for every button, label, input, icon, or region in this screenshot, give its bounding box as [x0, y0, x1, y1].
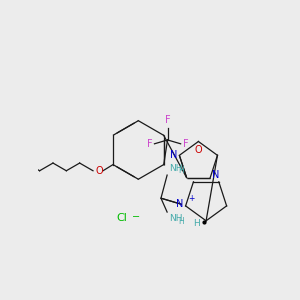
Text: N: N [170, 150, 178, 160]
Text: Cl: Cl [116, 214, 127, 224]
Text: H: H [179, 166, 184, 175]
Text: +: + [189, 194, 195, 203]
Text: O: O [95, 166, 103, 176]
Text: N: N [176, 199, 183, 208]
Text: NH: NH [169, 164, 182, 173]
Text: F: F [183, 139, 189, 149]
Text: F: F [165, 115, 170, 124]
Text: −: − [132, 212, 140, 222]
Text: N: N [212, 169, 219, 180]
Text: H: H [193, 219, 200, 228]
Text: O: O [195, 145, 202, 155]
Text: NH: NH [169, 214, 182, 224]
Text: F: F [146, 139, 152, 149]
Text: H: H [179, 217, 184, 226]
